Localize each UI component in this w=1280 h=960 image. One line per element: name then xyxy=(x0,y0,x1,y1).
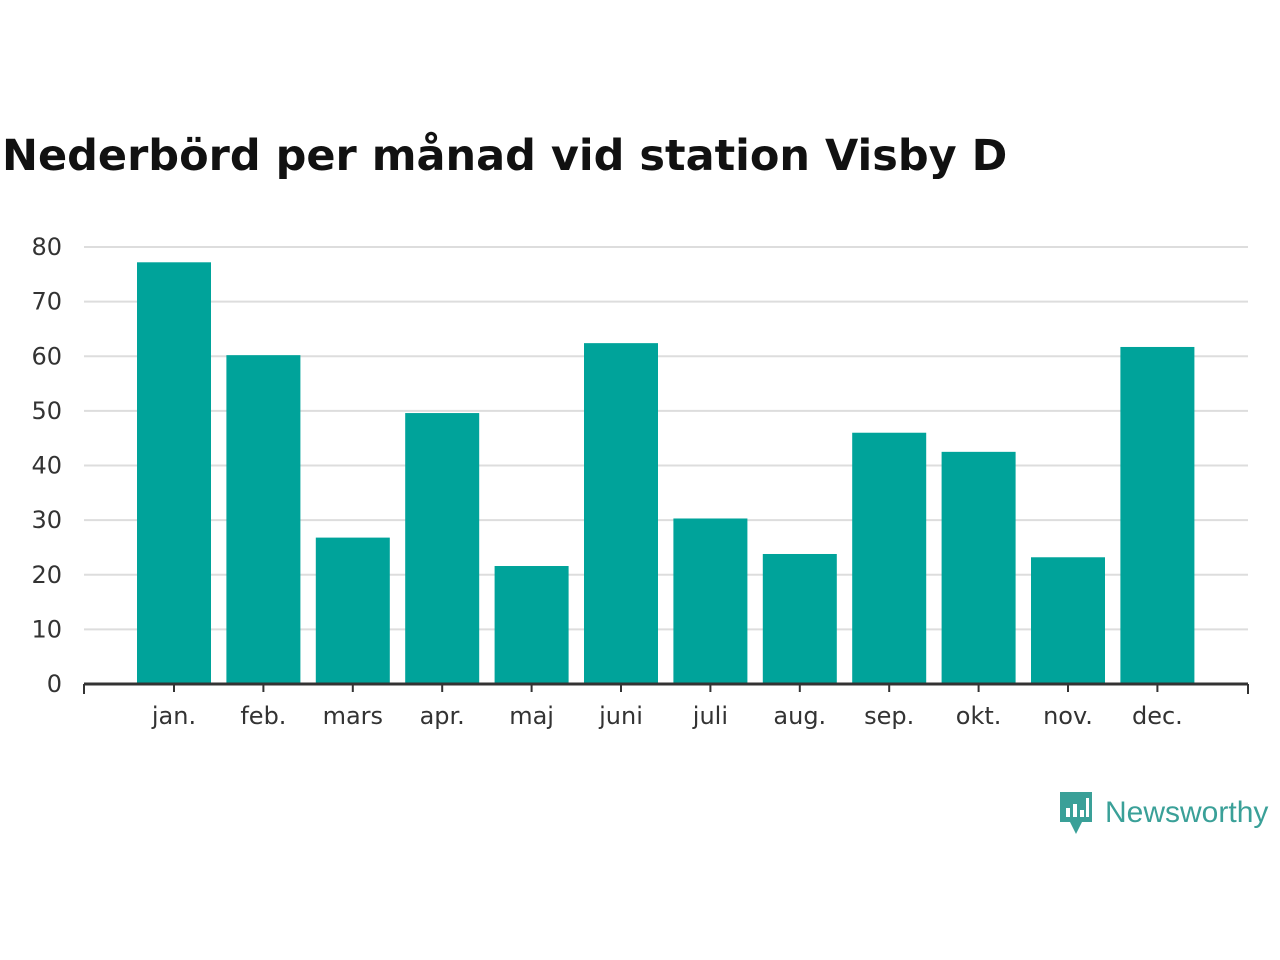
y-tick-label: 60 xyxy=(31,342,62,370)
x-axis-tick-labels: jan. feb. mars apr. maj juni juli aug. sep. okt. n… xyxy=(151,702,1183,730)
x-tick-label: feb. xyxy=(240,702,286,730)
bar xyxy=(137,262,211,684)
y-tick-label: 50 xyxy=(31,397,62,425)
y-tick-label: 10 xyxy=(31,615,62,643)
bar xyxy=(1120,347,1194,684)
bar xyxy=(584,343,658,684)
x-tick-label: maj xyxy=(509,702,554,730)
bar xyxy=(316,538,390,684)
bar xyxy=(495,566,569,684)
brand-name: Newsworthy xyxy=(1105,796,1268,830)
bar xyxy=(1031,557,1105,684)
bar xyxy=(405,413,479,684)
y-tick-label: 0 xyxy=(47,670,62,698)
bar xyxy=(852,433,926,684)
bars xyxy=(137,262,1194,684)
y-tick-label: 20 xyxy=(31,561,62,589)
brand-logo: Newsworthy xyxy=(1058,790,1268,836)
x-tick-label: okt. xyxy=(956,702,1002,730)
x-tick-label: juni xyxy=(598,702,643,730)
x-tick-label: sep. xyxy=(864,702,914,730)
x-axis xyxy=(84,684,1248,694)
y-tick-label: 40 xyxy=(31,452,62,480)
x-tick-label: nov. xyxy=(1043,702,1093,730)
bar xyxy=(942,452,1016,684)
bar xyxy=(226,355,300,684)
x-tick-label: juli xyxy=(692,702,728,730)
y-tick-label: 80 xyxy=(31,233,62,261)
y-axis-tick-labels: 0 10 20 30 40 50 60 70 80 xyxy=(31,233,62,698)
y-tick-label: 30 xyxy=(31,506,62,534)
newsworthy-logo-icon xyxy=(1058,790,1094,836)
x-tick-label: dec. xyxy=(1132,702,1183,730)
x-tick-label: apr. xyxy=(420,702,465,730)
x-tick-label: jan. xyxy=(151,702,196,730)
bar xyxy=(763,554,837,684)
x-tick-label: mars xyxy=(323,702,383,730)
bar xyxy=(673,518,747,684)
x-tick-label: aug. xyxy=(773,702,826,730)
y-tick-label: 70 xyxy=(31,288,62,316)
